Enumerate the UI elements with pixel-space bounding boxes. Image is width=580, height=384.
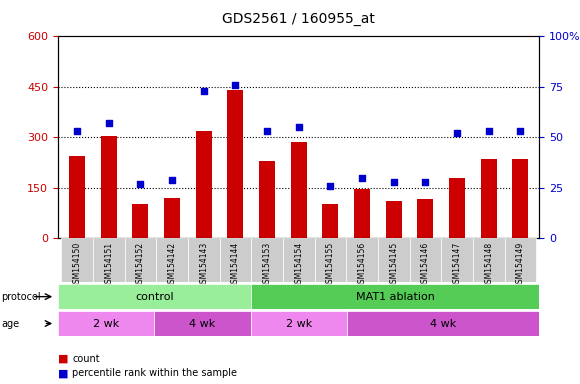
Text: GSM154156: GSM154156 bbox=[357, 242, 367, 288]
Text: ■: ■ bbox=[58, 368, 68, 378]
Point bbox=[168, 177, 177, 183]
Bar bbox=[164, 198, 180, 238]
Bar bbox=[196, 131, 212, 238]
Bar bbox=[291, 142, 307, 238]
Text: GSM154149: GSM154149 bbox=[516, 242, 525, 288]
Text: GDS2561 / 160955_at: GDS2561 / 160955_at bbox=[222, 12, 375, 25]
Text: ■: ■ bbox=[58, 354, 68, 364]
Text: control: control bbox=[135, 291, 173, 302]
Bar bbox=[386, 201, 401, 238]
Bar bbox=[409, 238, 441, 282]
Text: count: count bbox=[72, 354, 100, 364]
Bar bbox=[154, 311, 251, 336]
Point bbox=[231, 82, 240, 88]
Text: GSM154152: GSM154152 bbox=[136, 242, 145, 288]
Point bbox=[136, 180, 145, 187]
Text: GSM154155: GSM154155 bbox=[326, 242, 335, 288]
Bar bbox=[69, 156, 85, 238]
Point bbox=[326, 183, 335, 189]
Point bbox=[199, 88, 208, 94]
Text: 2 wk: 2 wk bbox=[93, 318, 119, 329]
Point bbox=[104, 120, 113, 126]
Text: GSM154142: GSM154142 bbox=[168, 242, 176, 288]
Point bbox=[357, 174, 367, 181]
Bar bbox=[188, 238, 219, 282]
Point bbox=[484, 128, 494, 134]
Bar bbox=[473, 238, 505, 282]
Bar bbox=[219, 238, 251, 282]
Point bbox=[262, 128, 271, 134]
Bar bbox=[378, 238, 409, 282]
Text: GSM154151: GSM154151 bbox=[104, 242, 113, 288]
Bar bbox=[449, 177, 465, 238]
Bar bbox=[354, 189, 370, 238]
Point bbox=[516, 128, 525, 134]
Point bbox=[420, 179, 430, 185]
Bar bbox=[132, 204, 148, 238]
Bar bbox=[58, 311, 154, 336]
Bar bbox=[251, 238, 283, 282]
Text: 4 wk: 4 wk bbox=[430, 318, 456, 329]
Bar bbox=[93, 238, 125, 282]
Text: GSM154146: GSM154146 bbox=[421, 242, 430, 288]
Text: GSM154154: GSM154154 bbox=[294, 242, 303, 288]
Bar bbox=[125, 238, 156, 282]
Bar bbox=[418, 199, 433, 238]
Point bbox=[389, 179, 398, 185]
Bar bbox=[347, 311, 539, 336]
Bar bbox=[251, 284, 539, 309]
Text: GSM154143: GSM154143 bbox=[199, 242, 208, 288]
Text: GSM154150: GSM154150 bbox=[72, 242, 82, 288]
Bar bbox=[101, 136, 117, 238]
Bar bbox=[314, 238, 346, 282]
Bar bbox=[513, 159, 528, 238]
Bar bbox=[505, 238, 536, 282]
Bar bbox=[481, 159, 496, 238]
Text: GSM154153: GSM154153 bbox=[263, 242, 271, 288]
Bar bbox=[251, 311, 347, 336]
Point bbox=[72, 128, 82, 134]
Point bbox=[452, 130, 462, 136]
Bar bbox=[156, 238, 188, 282]
Text: 2 wk: 2 wk bbox=[285, 318, 312, 329]
Point bbox=[294, 124, 303, 130]
Text: GSM154147: GSM154147 bbox=[452, 242, 462, 288]
Bar bbox=[227, 90, 243, 238]
Text: MAT1 ablation: MAT1 ablation bbox=[356, 291, 434, 302]
Bar bbox=[283, 238, 314, 282]
Text: GSM154145: GSM154145 bbox=[389, 242, 398, 288]
Text: 4 wk: 4 wk bbox=[189, 318, 216, 329]
Text: GSM154144: GSM154144 bbox=[231, 242, 240, 288]
Bar bbox=[58, 284, 251, 309]
Bar bbox=[61, 238, 93, 282]
Bar bbox=[259, 161, 275, 238]
Bar bbox=[322, 204, 338, 238]
Bar bbox=[441, 238, 473, 282]
Text: protocol: protocol bbox=[1, 291, 41, 302]
Text: percentile rank within the sample: percentile rank within the sample bbox=[72, 368, 237, 378]
Text: GSM154148: GSM154148 bbox=[484, 242, 493, 288]
Text: age: age bbox=[1, 318, 19, 329]
Bar bbox=[346, 238, 378, 282]
